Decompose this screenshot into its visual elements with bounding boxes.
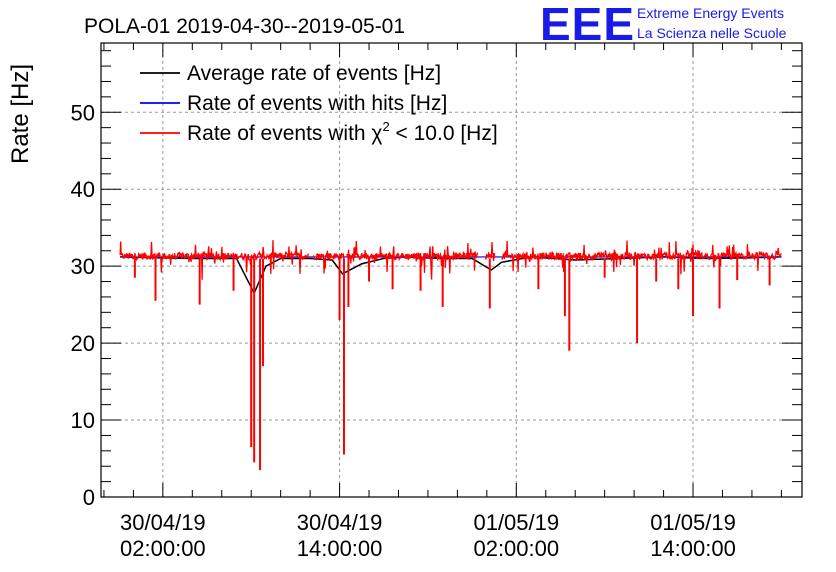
eee-logo-mark: EEE: [540, 0, 635, 50]
series-chi2-line: [346, 240, 479, 280]
eee-logo-line1: Extreme Energy Events: [637, 5, 784, 21]
legend-entry-label: Rate of events with χ2 < 10.0 [Hz]: [187, 119, 498, 145]
x-tick-label-date: 30/04/19: [297, 510, 383, 535]
y-tick-label: 50: [71, 100, 95, 125]
y-tick-label: 30: [71, 254, 95, 279]
axes: 0102030405030/04/1902:00:0030/04/1914:00…: [71, 42, 803, 561]
legend-entry-label: Rate of events with hits [Hz]: [187, 92, 447, 115]
x-tick-label-date: 01/05/19: [650, 510, 736, 535]
y-tick-label: 0: [83, 485, 95, 510]
x-tick-label-date: 30/04/19: [120, 510, 206, 535]
series-chi2-line: [119, 240, 309, 280]
y-tick-label: 20: [71, 331, 95, 356]
eee-logo: EEE Extreme Energy Events La Scienza nel…: [540, 0, 787, 50]
grid-lines: [101, 43, 802, 497]
x-tick-label-date: 01/05/19: [473, 510, 559, 535]
legend: Average rate of events [Hz] Rate of event…: [140, 62, 498, 145]
eee-logo-line2: La Scienza nelle Scuole: [637, 25, 787, 41]
series-layer: [119, 240, 782, 471]
x-tick-label-time: 14:00:00: [650, 536, 736, 561]
chart-title: POLA-01 2019-04-30--2019-05-01: [84, 15, 405, 38]
plot-frame: [100, 42, 803, 498]
x-tick-label-time: 14:00:00: [297, 536, 383, 561]
y-axis-title: Rate [Hz]: [7, 64, 34, 164]
legend-entry-label: Average rate of events [Hz]: [187, 62, 441, 85]
series-chi2-line: [501, 240, 782, 275]
y-tick-label: 10: [71, 408, 95, 433]
x-tick-label-time: 02:00:00: [120, 536, 206, 561]
series-chi2-line: [484, 241, 496, 261]
x-tick-label-time: 02:00:00: [473, 536, 559, 561]
y-tick-label: 40: [71, 177, 95, 202]
